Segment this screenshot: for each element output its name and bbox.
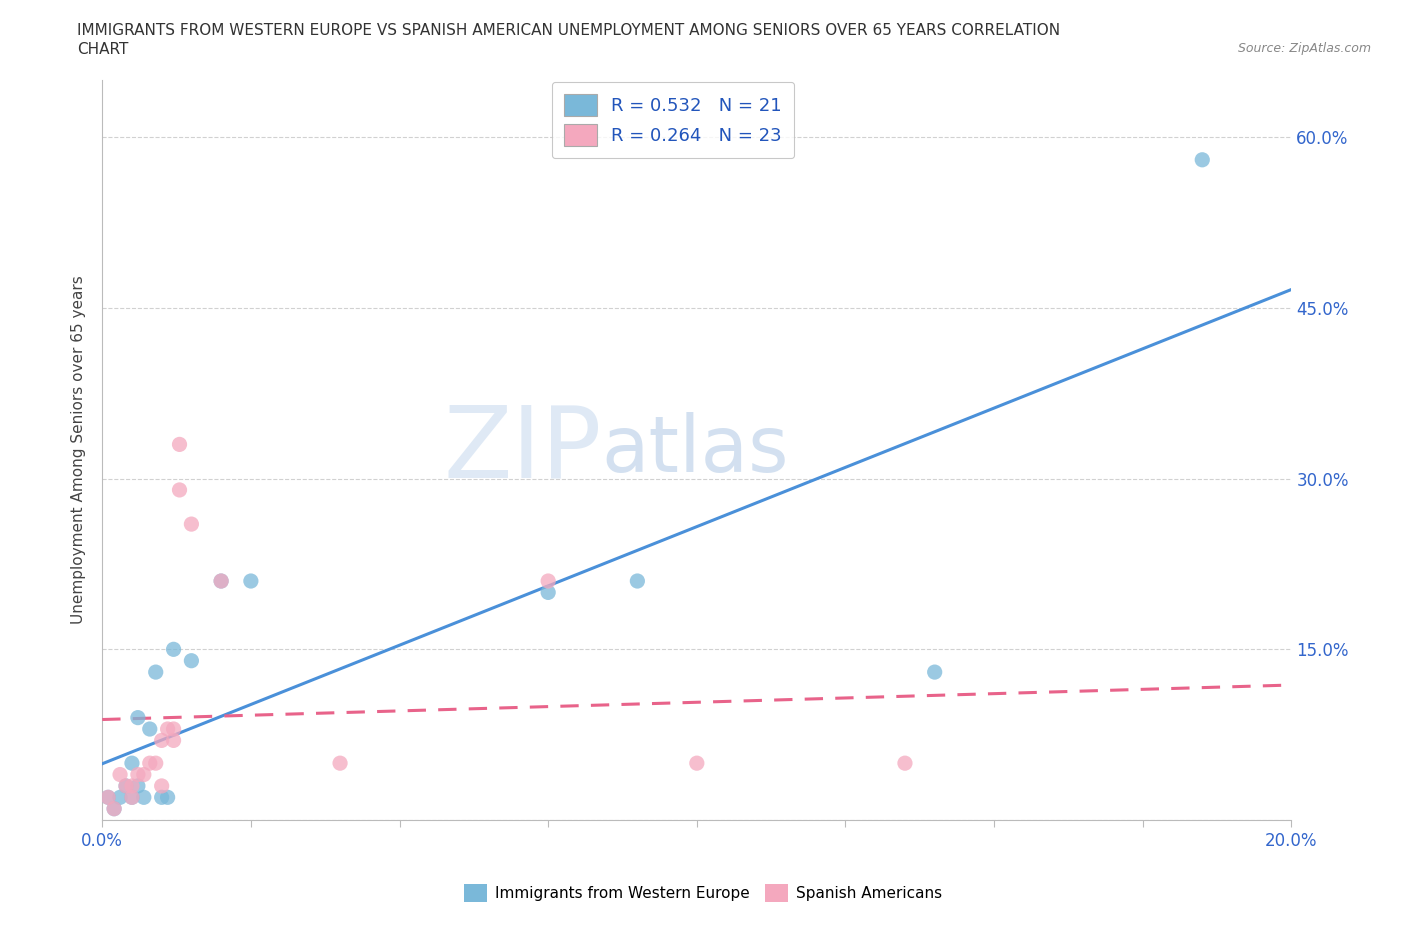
Point bbox=[686, 756, 709, 771]
Text: atlas: atlas bbox=[602, 412, 789, 488]
Point bbox=[537, 585, 560, 600]
Point bbox=[924, 665, 946, 680]
Point bbox=[103, 802, 125, 817]
Point bbox=[156, 722, 179, 737]
Y-axis label: Unemployment Among Seniors over 65 years: Unemployment Among Seniors over 65 years bbox=[72, 275, 86, 624]
Point bbox=[150, 733, 173, 748]
Point bbox=[169, 437, 191, 452]
Point bbox=[209, 574, 232, 589]
Point bbox=[150, 790, 173, 804]
Point bbox=[127, 778, 149, 793]
Text: ZIP: ZIP bbox=[443, 402, 602, 498]
Point bbox=[162, 642, 184, 657]
Point bbox=[139, 756, 162, 771]
Point bbox=[894, 756, 917, 771]
Point bbox=[329, 756, 352, 771]
Point bbox=[139, 722, 162, 737]
Point bbox=[121, 756, 143, 771]
Point bbox=[132, 767, 155, 782]
Point bbox=[537, 574, 560, 589]
Point bbox=[180, 517, 202, 532]
Point bbox=[239, 574, 262, 589]
Text: IMMIGRANTS FROM WESTERN EUROPE VS SPANISH AMERICAN UNEMPLOYMENT AMONG SENIORS OV: IMMIGRANTS FROM WESTERN EUROPE VS SPANIS… bbox=[77, 23, 1060, 38]
Point bbox=[209, 574, 232, 589]
Point bbox=[121, 790, 143, 804]
Point bbox=[162, 722, 184, 737]
Point bbox=[162, 733, 184, 748]
Point bbox=[97, 790, 120, 804]
Point bbox=[145, 665, 167, 680]
Point bbox=[1191, 153, 1213, 167]
Point bbox=[115, 778, 138, 793]
Point bbox=[108, 767, 131, 782]
Point bbox=[132, 790, 155, 804]
Point bbox=[97, 790, 120, 804]
Point bbox=[121, 778, 143, 793]
Text: CHART: CHART bbox=[77, 42, 129, 57]
Point bbox=[150, 778, 173, 793]
Point bbox=[115, 778, 138, 793]
Point bbox=[121, 790, 143, 804]
Point bbox=[180, 653, 202, 668]
Text: Source: ZipAtlas.com: Source: ZipAtlas.com bbox=[1237, 42, 1371, 55]
Point bbox=[156, 790, 179, 804]
Point bbox=[108, 790, 131, 804]
Legend: Immigrants from Western Europe, Spanish Americans: Immigrants from Western Europe, Spanish … bbox=[458, 878, 948, 909]
Point bbox=[127, 767, 149, 782]
Point bbox=[145, 756, 167, 771]
Point bbox=[127, 711, 149, 725]
Point bbox=[626, 574, 648, 589]
Legend: R = 0.532   N = 21, R = 0.264   N = 23: R = 0.532 N = 21, R = 0.264 N = 23 bbox=[551, 82, 794, 158]
Point bbox=[103, 802, 125, 817]
Point bbox=[169, 483, 191, 498]
